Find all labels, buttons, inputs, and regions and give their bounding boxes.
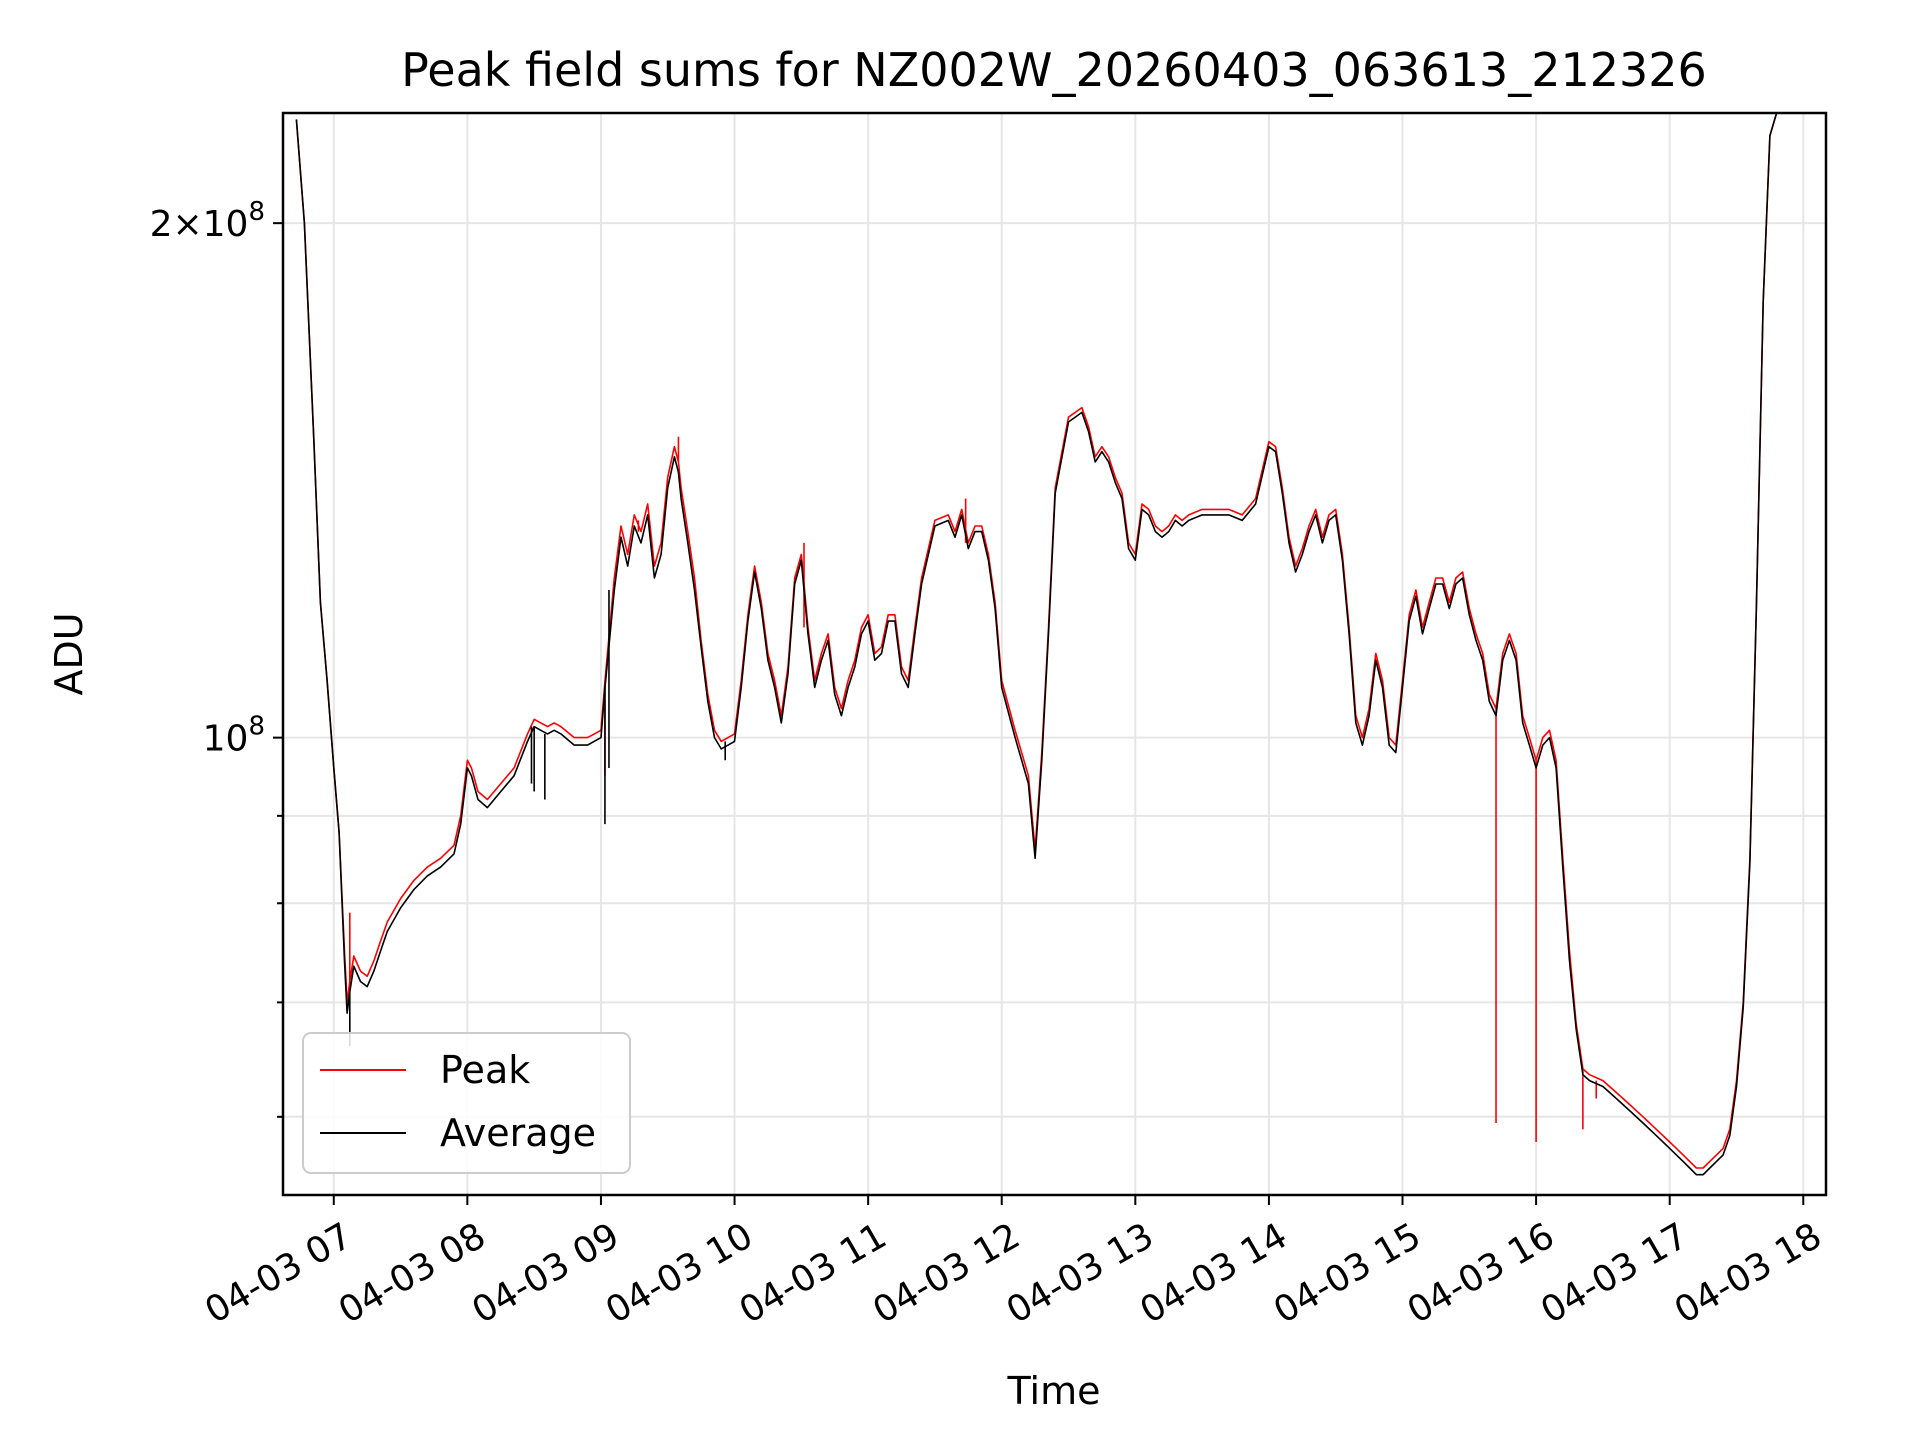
x-tick-label: 04-03 16 [1401, 1215, 1562, 1331]
x-tick-label: 04-03 13 [1000, 1215, 1161, 1331]
x-tick-label: 04-03 14 [1134, 1215, 1295, 1331]
plot-frame [281, 111, 1828, 1197]
legend-label-peak: Peak [440, 1048, 530, 1092]
y-tick-base: 2×10 [150, 204, 249, 245]
y-tick-exponent: 8 [248, 197, 265, 227]
x-tick-label: 04-03 07 [198, 1215, 359, 1331]
x-axis-label: Time [1007, 1369, 1101, 1413]
x-tick-label: 04-03 18 [1668, 1215, 1829, 1331]
legend-label-average: Average [440, 1111, 596, 1155]
x-tick-label: 04-03 15 [1267, 1215, 1428, 1331]
y-tick-label: 2×108 [150, 197, 265, 245]
y-tick-label: 108 [203, 712, 265, 760]
legend: Peak Average [302, 1032, 631, 1174]
y-tick-base: 10 [203, 719, 249, 760]
series-layer [295, 113, 1778, 1176]
series-line-peak [295, 113, 1778, 1169]
series-line-average [295, 113, 1778, 1176]
x-tick-label: 04-03 09 [466, 1215, 627, 1331]
x-tick-label: 04-03 11 [733, 1215, 894, 1331]
y-tick-exponent: 8 [248, 712, 265, 742]
x-tick-label: 04-03 10 [599, 1215, 760, 1331]
x-tick-label: 04-03 08 [332, 1215, 493, 1331]
chart-title: Peak field sums for NZ002W_20260403_0636… [401, 43, 1707, 97]
legend-box [302, 1032, 631, 1174]
x-tick-label: 04-03 17 [1534, 1215, 1695, 1331]
y-axis-label: ADU [47, 612, 91, 695]
grid [283, 113, 1826, 1195]
x-tick-label: 04-03 12 [866, 1215, 1027, 1331]
